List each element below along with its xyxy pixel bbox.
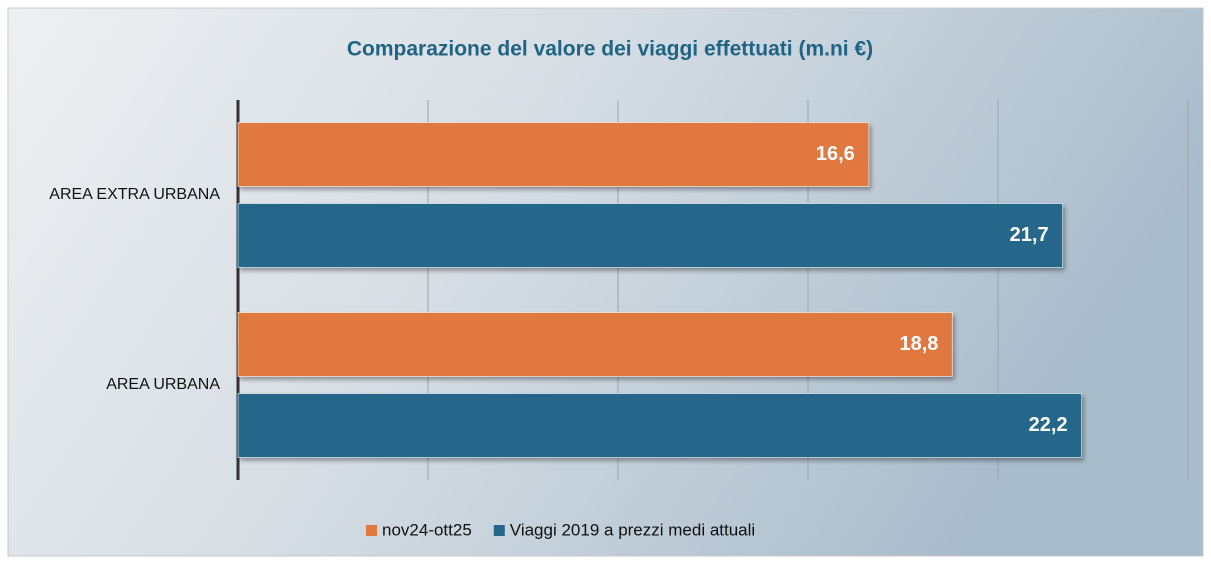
legend-swatch <box>366 525 377 536</box>
data-label: 21,7 <box>1010 224 1049 246</box>
data-label: 18,8 <box>899 333 938 355</box>
data-label: 22,2 <box>1029 414 1068 436</box>
bar <box>237 393 1083 458</box>
chart-background <box>7 7 1204 557</box>
bar <box>237 122 870 187</box>
data-label: 16,6 <box>816 143 855 165</box>
chart-title: Comparazione del valore dei viaggi effet… <box>347 38 873 61</box>
bar <box>237 312 953 377</box>
legend-label: Viaggi 2019 a prezzi medi attuali <box>510 520 755 539</box>
legend-label: nov24-ott25 <box>382 520 472 539</box>
y-tick-label: AREA EXTRA URBANA <box>49 186 220 203</box>
y-tick-label: AREA URBANA <box>106 376 220 393</box>
legend-swatch <box>493 525 505 536</box>
bar <box>237 203 1064 268</box>
